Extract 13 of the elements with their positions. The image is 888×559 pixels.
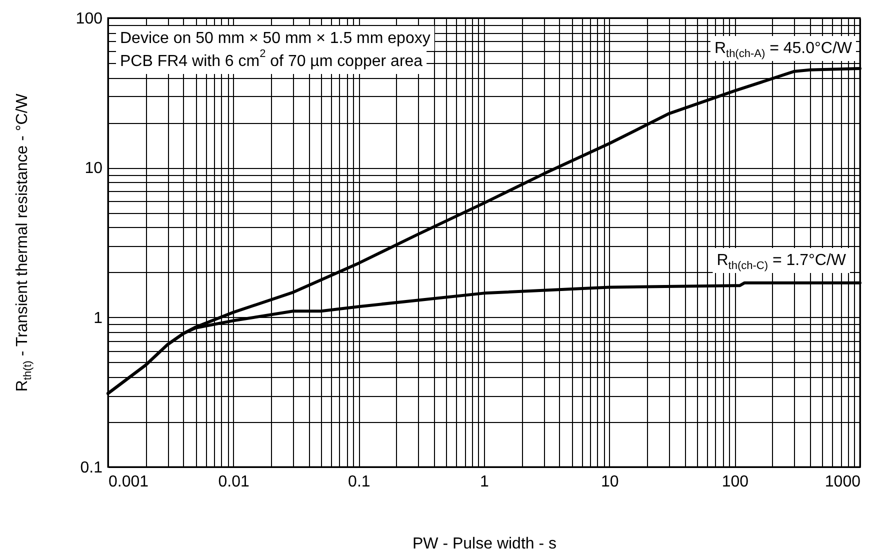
y-tick-label: 1 [94,310,103,327]
y-tick-label: 100 [76,10,103,28]
x-tick-label: 0.1 [348,474,370,490]
y-tick-label: 10 [84,160,103,178]
y-axis-title: Rth(t) - Transient thermal resistance - °C/W [14,92,34,392]
x-tick-label: 10 [600,474,619,490]
x-axis-title: PW - Pulse width - s [412,536,557,552]
y-tick-label: 0.1 [80,460,103,476]
x-tick-label: 0.001 [108,474,149,490]
x-tick-label: 0.01 [218,474,250,490]
x-tick-label: 1 [480,474,490,490]
x-tick-label: 100 [722,474,749,490]
x-tick-label: 1000 [824,474,861,490]
